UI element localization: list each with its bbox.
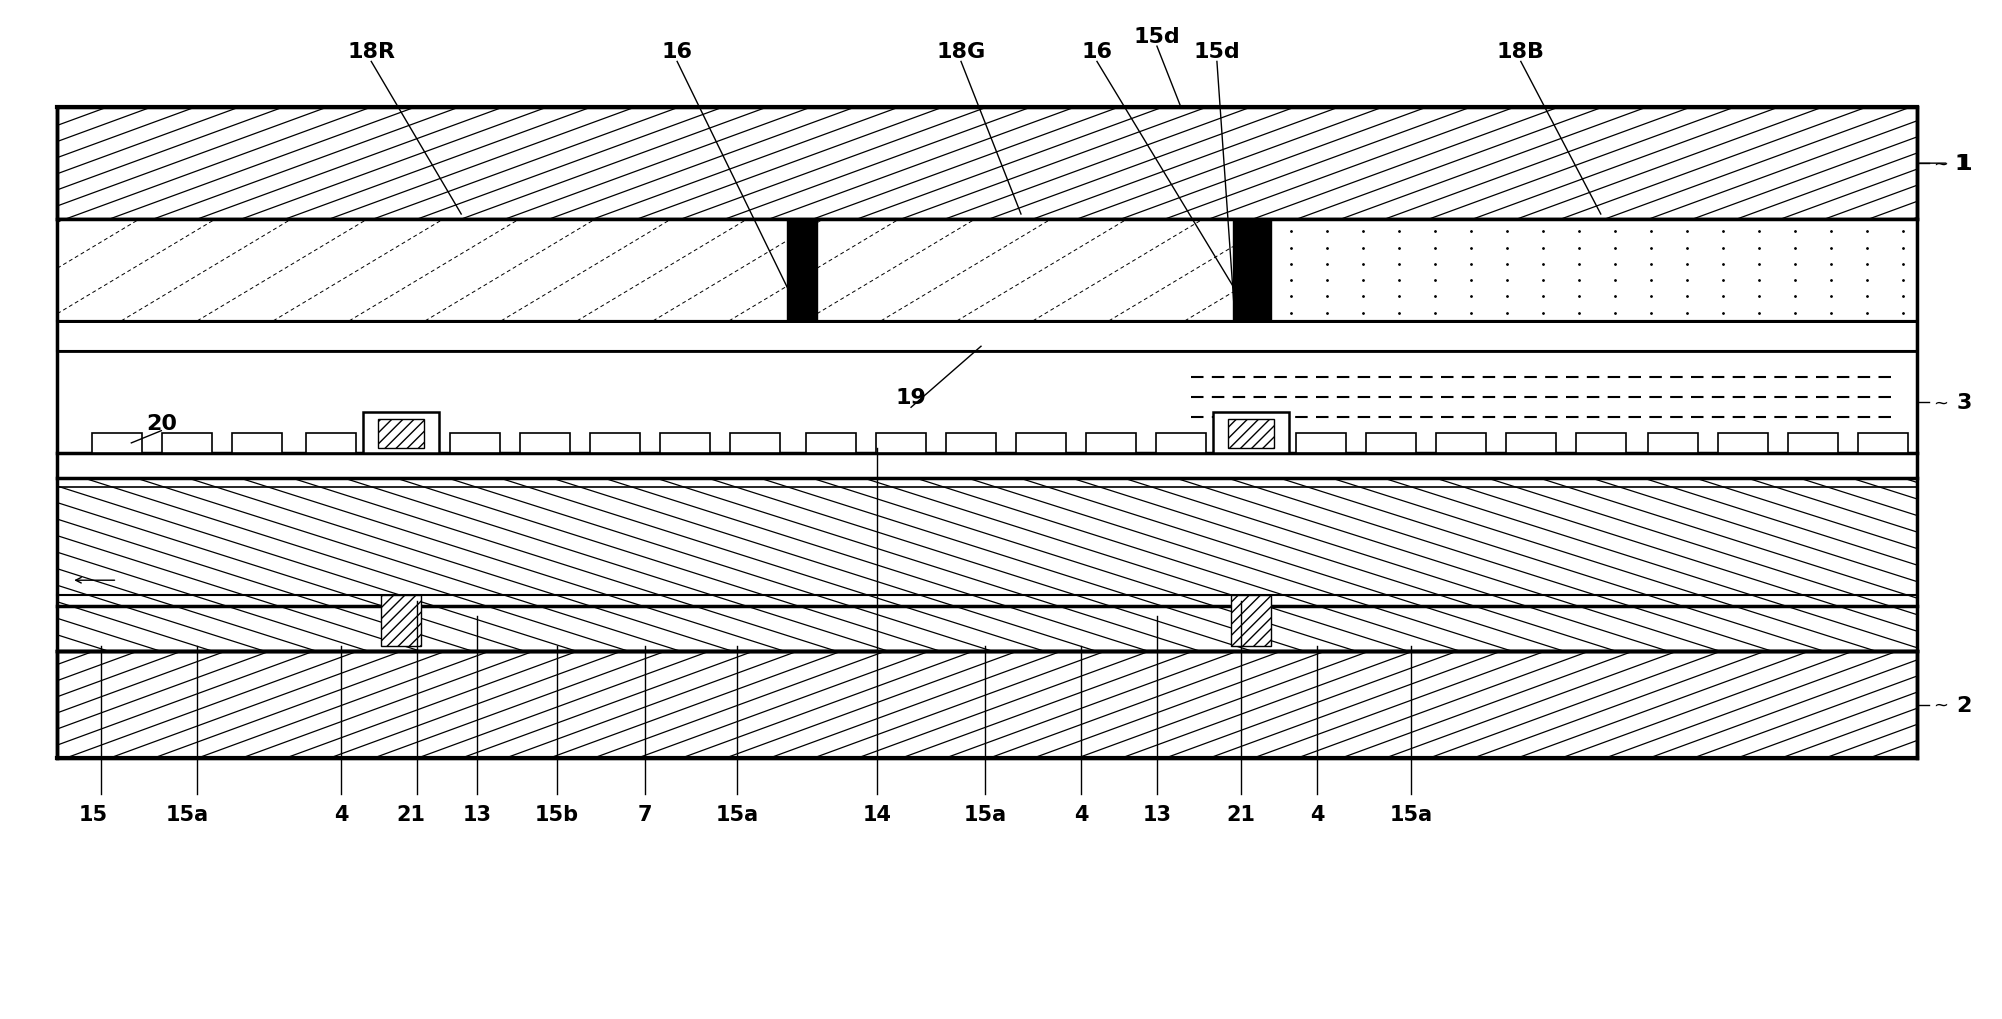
Bar: [731, 433, 781, 453]
Bar: [232, 433, 282, 453]
Text: 18G: 18G: [937, 42, 985, 62]
Text: 16: 16: [661, 42, 693, 62]
Bar: [807, 433, 857, 453]
Bar: [58, 220, 1916, 322]
Text: 15: 15: [78, 804, 108, 824]
Text: 15d: 15d: [1193, 42, 1241, 62]
Bar: [58, 479, 1916, 652]
Bar: [1155, 433, 1205, 453]
Bar: [378, 420, 424, 448]
Bar: [162, 433, 212, 453]
Bar: [661, 433, 711, 453]
Text: ~: ~: [1932, 155, 1948, 173]
Bar: [1576, 433, 1626, 453]
Text: 15a: 15a: [1389, 804, 1431, 824]
Bar: [1015, 433, 1065, 453]
Text: 15b: 15b: [535, 804, 579, 824]
Bar: [947, 433, 997, 453]
Text: 18R: 18R: [346, 42, 394, 62]
Text: 4: 4: [1309, 804, 1323, 824]
Text: 20: 20: [146, 413, 176, 433]
Text: 15a: 15a: [963, 804, 1007, 824]
Text: 15a: 15a: [166, 804, 208, 824]
Text: 1: 1: [1956, 154, 1972, 174]
Bar: [306, 433, 356, 453]
Text: 19: 19: [895, 387, 927, 408]
Bar: [1506, 433, 1556, 453]
Text: 21: 21: [396, 804, 426, 824]
Bar: [1435, 433, 1485, 453]
Bar: [1233, 220, 1271, 322]
Bar: [1648, 433, 1698, 453]
Text: ~: ~: [1932, 393, 1948, 412]
Bar: [58, 352, 1916, 453]
Bar: [92, 433, 142, 453]
Bar: [1858, 433, 1908, 453]
Bar: [58, 322, 1916, 352]
Text: 4: 4: [334, 804, 348, 824]
Text: 4: 4: [1073, 804, 1089, 824]
Bar: [1085, 433, 1135, 453]
Text: 1: 1: [1954, 154, 1970, 174]
Bar: [521, 433, 571, 453]
Bar: [1231, 596, 1271, 647]
Bar: [1227, 420, 1273, 448]
Bar: [591, 433, 641, 453]
Bar: [362, 413, 438, 453]
Text: 7: 7: [639, 804, 653, 824]
Text: 16: 16: [1081, 42, 1113, 62]
Bar: [58, 108, 1916, 220]
Bar: [1213, 413, 1289, 453]
Text: 21: 21: [1227, 804, 1255, 824]
Bar: [1295, 433, 1345, 453]
Bar: [380, 596, 420, 647]
Bar: [1365, 433, 1415, 453]
Bar: [58, 652, 1916, 758]
Bar: [787, 220, 817, 322]
Text: 14: 14: [863, 804, 891, 824]
Bar: [1718, 433, 1768, 453]
Text: 18B: 18B: [1497, 42, 1546, 62]
Bar: [877, 433, 927, 453]
Text: 15a: 15a: [715, 804, 759, 824]
Bar: [450, 433, 500, 453]
Text: 13: 13: [462, 804, 492, 824]
Text: 3: 3: [1956, 392, 1972, 413]
Bar: [1788, 433, 1838, 453]
Text: 2: 2: [1956, 695, 1972, 715]
Text: 13: 13: [1143, 804, 1171, 824]
Text: ~: ~: [1932, 696, 1948, 714]
Text: 15d: 15d: [1133, 26, 1181, 47]
